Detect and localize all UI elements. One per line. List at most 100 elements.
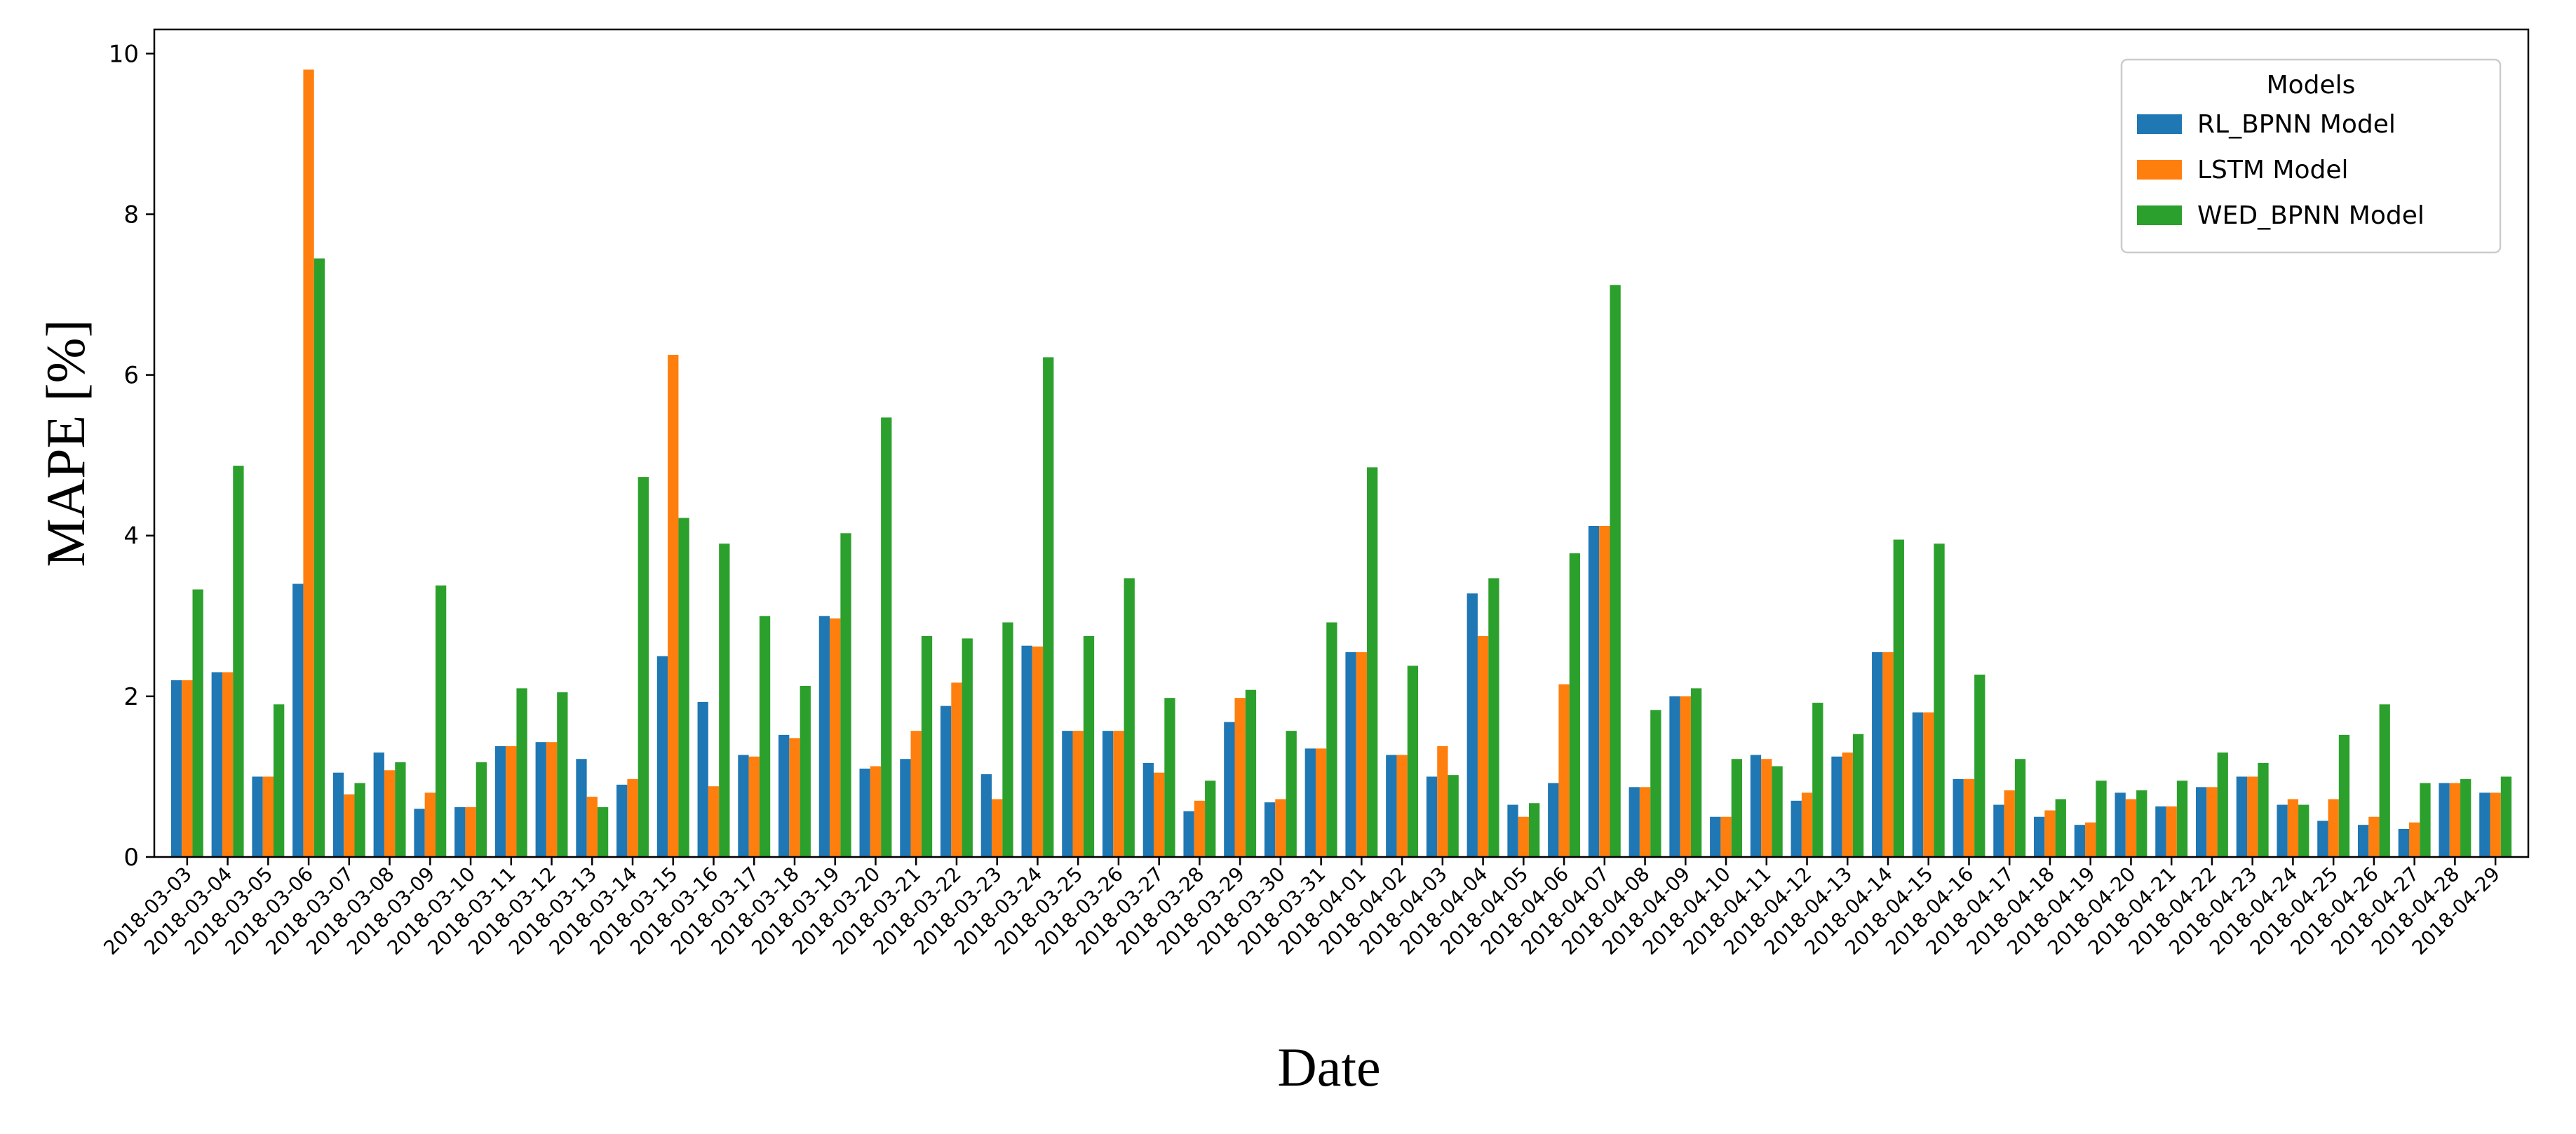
y-tick-label: 4 [123,522,139,551]
y-tick-label: 6 [123,362,139,390]
bar-lstm-model-2018-04-15 [1923,712,1934,857]
bar-rl-bpnn-model-2018-04-01 [1345,652,1356,857]
bar-lstm-model-2018-04-23 [2247,776,2258,857]
bar-wed-bpnn-model-2018-04-22 [2217,752,2228,857]
bar-rl-bpnn-model-2018-03-05 [252,776,263,857]
bar-rl-bpnn-model-2018-04-02 [1386,755,1397,857]
bar-wed-bpnn-model-2018-03-26 [1124,578,1135,857]
bar-wed-bpnn-model-2018-03-14 [638,477,649,857]
bar-lstm-model-2018-03-14 [627,778,638,857]
bar-lstm-model-2018-03-11 [506,745,517,857]
bar-wed-bpnn-model-2018-03-29 [1245,689,1257,857]
bar-wed-bpnn-model-2018-03-17 [759,616,771,857]
bar-wed-bpnn-model-2018-03-11 [516,688,527,857]
bar-wed-bpnn-model-2018-03-28 [1205,781,1216,857]
bar-wed-bpnn-model-2018-03-16 [719,544,730,857]
bar-wed-bpnn-model-2018-04-02 [1407,666,1419,857]
bar-wed-bpnn-model-2018-04-15 [1934,544,1945,857]
bar-wed-bpnn-model-2018-03-10 [476,762,487,857]
bars-layer [170,69,2512,858]
bar-wed-bpnn-model-2018-04-28 [2460,778,2472,857]
bar-rl-bpnn-model-2018-03-04 [211,672,222,857]
bar-lstm-model-2018-03-20 [870,766,882,857]
bar-wed-bpnn-model-2018-04-12 [1812,703,1823,857]
bar-rl-bpnn-model-2018-03-09 [414,809,425,857]
bar-lstm-model-2018-04-09 [1680,696,1691,857]
bar-rl-bpnn-model-2018-03-19 [818,616,830,857]
bar-rl-bpnn-model-2018-03-30 [1264,802,1276,857]
bar-lstm-model-2018-04-11 [1761,759,1772,857]
bar-rl-bpnn-model-2018-03-12 [535,742,546,857]
bar-rl-bpnn-model-2018-03-22 [940,706,952,857]
bar-rl-bpnn-model-2018-03-17 [738,755,749,857]
bar-lstm-model-2018-04-19 [2085,822,2096,857]
bar-lstm-model-2018-04-28 [2449,783,2461,857]
bar-wed-bpnn-model-2018-04-09 [1690,688,1702,857]
bar-wed-bpnn-model-2018-04-26 [2379,704,2390,857]
bar-rl-bpnn-model-2018-03-07 [332,772,344,857]
bar-rl-bpnn-model-2018-03-20 [859,768,870,857]
bar-lstm-model-2018-03-25 [1072,731,1084,857]
y-tick-label: 10 [109,40,139,68]
bar-rl-bpnn-model-2018-04-21 [2155,806,2166,857]
bar-rl-bpnn-model-2018-03-23 [980,774,992,857]
y-tick-label: 0 [123,844,139,872]
bar-wed-bpnn-model-2018-04-21 [2176,781,2188,857]
bar-wed-bpnn-model-2018-03-19 [840,533,851,857]
bar-rl-bpnn-model-2018-04-03 [1426,776,1438,857]
bar-lstm-model-2018-03-27 [1154,772,1165,857]
bar-wed-bpnn-model-2018-04-23 [2258,762,2269,857]
bar-wed-bpnn-model-2018-04-17 [2014,759,2026,857]
bar-wed-bpnn-model-2018-03-23 [1002,622,1013,857]
bar-rl-bpnn-model-2018-04-29 [2479,792,2490,857]
bar-lstm-model-2018-03-10 [465,806,476,857]
bar-wed-bpnn-model-2018-04-11 [1772,766,1783,857]
bar-lstm-model-2018-04-25 [2328,799,2339,857]
bar-wed-bpnn-model-2018-03-15 [678,518,689,857]
bar-wed-bpnn-model-2018-03-04 [233,466,244,857]
bar-rl-bpnn-model-2018-03-25 [1062,731,1073,857]
bar-lstm-model-2018-03-31 [1315,748,1327,857]
legend-entry-label: LSTM Model [2197,156,2349,184]
bar-rl-bpnn-model-2018-03-28 [1183,811,1194,857]
bar-lstm-model-2018-04-27 [2409,822,2420,857]
bar-lstm-model-2018-04-21 [2166,806,2177,857]
bar-lstm-model-2018-04-22 [2206,787,2218,857]
bar-rl-bpnn-model-2018-04-20 [2115,792,2126,857]
bar-lstm-model-2018-03-24 [1032,646,1044,857]
bar-lstm-model-2018-04-05 [1518,816,1529,857]
bar-rl-bpnn-model-2018-04-11 [1750,755,1762,857]
bar-lstm-model-2018-04-01 [1356,652,1368,857]
bar-lstm-model-2018-04-17 [2004,790,2015,857]
bar-rl-bpnn-model-2018-04-17 [1993,804,2004,857]
bar-lstm-model-2018-03-06 [303,69,314,857]
bar-wed-bpnn-model-2018-04-14 [1893,539,1904,857]
bar-rl-bpnn-model-2018-03-26 [1102,731,1114,857]
bar-lstm-model-2018-04-13 [1842,752,1853,857]
bar-lstm-model-2018-04-07 [1599,526,1610,857]
bar-rl-bpnn-model-2018-03-06 [292,583,304,857]
bar-wed-bpnn-model-2018-03-22 [962,638,973,857]
bar-rl-bpnn-model-2018-04-28 [2439,783,2450,857]
bar-lstm-model-2018-04-06 [1558,684,1570,857]
bar-rl-bpnn-model-2018-04-04 [1466,593,1478,857]
bar-lstm-model-2018-03-16 [708,786,720,857]
legend-swatch [2137,160,2182,180]
bar-rl-bpnn-model-2018-03-29 [1224,722,1235,857]
bar-rl-bpnn-model-2018-04-12 [1791,800,1802,857]
x-axis-title: Date [1277,1037,1380,1098]
bar-lstm-model-2018-04-03 [1437,745,1448,857]
bar-wed-bpnn-model-2018-03-24 [1043,357,1054,857]
bar-lstm-model-2018-03-18 [789,738,800,857]
y-axis-title: MAPE [%] [35,319,96,567]
plot-frame [153,28,2530,858]
bar-wed-bpnn-model-2018-04-24 [2298,804,2309,857]
bar-wed-bpnn-model-2018-04-03 [1448,775,1459,857]
bar-wed-bpnn-model-2018-04-29 [2500,776,2512,857]
bar-wed-bpnn-model-2018-04-18 [2055,799,2066,857]
bar-rl-bpnn-model-2018-03-21 [900,759,911,857]
bar-rl-bpnn-model-2018-04-24 [2277,804,2288,857]
bar-lstm-model-2018-04-02 [1396,755,1408,857]
bar-rl-bpnn-model-2018-04-09 [1669,696,1680,857]
bar-rl-bpnn-model-2018-03-15 [656,656,668,857]
